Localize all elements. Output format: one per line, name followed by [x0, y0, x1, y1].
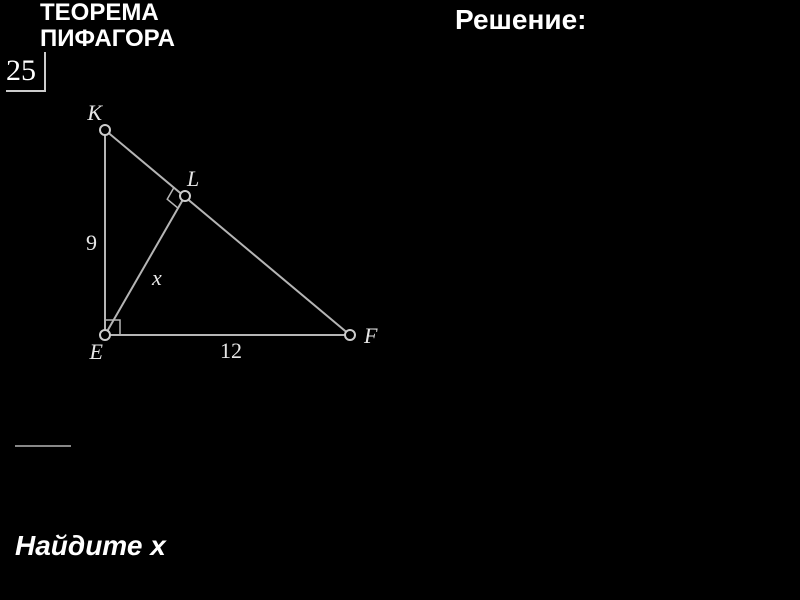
title-line-1: ТЕОРЕМА [40, 0, 175, 26]
vertex-label-L: L [186, 166, 199, 191]
segment-label: 9 [86, 230, 97, 255]
problem-number: 25 [6, 52, 46, 92]
find-x-label: Найдите х [15, 530, 166, 562]
edge-K-F [105, 130, 350, 335]
segment-label: 12 [220, 338, 242, 363]
vertex-label-K: K [86, 100, 103, 125]
segment-label: x [151, 265, 162, 290]
solution-title: Решение: [455, 4, 586, 36]
vertex-label-F: F [363, 323, 378, 348]
vertex-K [100, 125, 110, 135]
geometry-svg: 9 x 12 K E F L [50, 100, 430, 390]
geometry-diagram: 9 x 12 K E F L [50, 100, 430, 395]
vertex-L [180, 191, 190, 201]
title-block: ТЕОРЕМА ПИФАГОРА [40, 0, 175, 53]
title-line-2: ПИФАГОРА [40, 26, 175, 52]
divider [15, 445, 71, 447]
vertex-F [345, 330, 355, 340]
vertex-label-E: E [89, 339, 104, 364]
edge-E-L [105, 196, 185, 335]
